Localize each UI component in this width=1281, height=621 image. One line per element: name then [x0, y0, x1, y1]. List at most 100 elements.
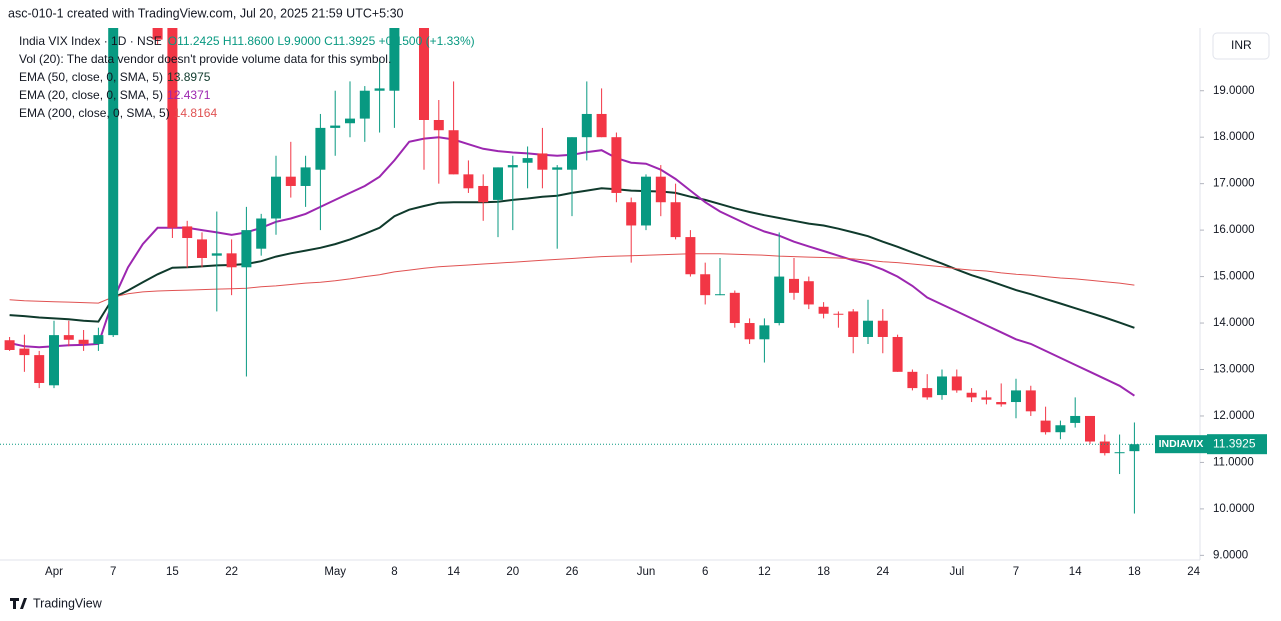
candle-body [522, 158, 533, 163]
x-tick-label: 8 [391, 566, 397, 578]
candle-body [1040, 420, 1051, 433]
candle-body [670, 202, 681, 238]
y-tick-label: 10.0000 [1213, 503, 1255, 515]
candle-body [241, 230, 252, 268]
x-tick-label: May [324, 566, 346, 578]
candle-body [182, 226, 193, 239]
x-tick-label: 7 [110, 566, 116, 578]
candle-body [448, 130, 459, 175]
candle-body [611, 137, 622, 193]
candle-body [715, 294, 725, 296]
candle-body [108, 28, 119, 336]
legend-title: India VIX Index · 1D · NSE [19, 34, 162, 48]
candle-body [1114, 452, 1125, 454]
y-tick-label: 17.0000 [1213, 178, 1255, 190]
symbol-tag-box [1155, 435, 1207, 454]
created-note: asc-010-1 created with TradingView.com, … [8, 6, 404, 20]
x-tick-label: 14 [447, 566, 460, 578]
candle-body [818, 306, 829, 314]
candle-body [419, 28, 429, 120]
candle-body [552, 167, 563, 170]
legend-ohlc: O11.2425 H11.8600 L9.9000 C11.3925 +0.15… [168, 34, 475, 48]
candle-body [211, 253, 222, 256]
x-tick-label: 18 [817, 566, 830, 578]
x-tick-label: Jun [637, 566, 656, 578]
y-tick-label: 19.0000 [1213, 85, 1255, 97]
candle-body [803, 281, 814, 305]
candle-body [167, 28, 178, 228]
legend-name: EMA (50, close, 0, SMA, 5) [19, 70, 163, 84]
candle-body [626, 202, 637, 226]
candle-body [19, 348, 30, 356]
candle-body [330, 125, 341, 128]
candle-body [700, 274, 711, 296]
x-tick-label: Apr [45, 566, 63, 578]
candle-body [1070, 415, 1081, 423]
y-tick-label: 16.0000 [1213, 224, 1255, 236]
candle-body [463, 174, 474, 189]
last-price-box [1207, 434, 1267, 455]
x-tick-label: 26 [566, 566, 579, 578]
candle-body [507, 165, 518, 168]
candle-body [655, 176, 666, 203]
candle-body [226, 253, 237, 268]
y-tick-label: 14.0000 [1213, 317, 1255, 329]
candle-body [4, 340, 15, 350]
currency-box[interactable] [1212, 32, 1270, 60]
candle-body [300, 167, 311, 186]
candle-body [996, 402, 1007, 405]
candle-body [877, 320, 888, 337]
candle-body [285, 176, 296, 186]
candle-body [537, 153, 548, 170]
ema-line [9, 253, 1135, 304]
x-tick-label: 18 [1128, 566, 1141, 578]
legend-name: EMA (200, close, 0, SMA, 5) [19, 106, 170, 120]
candle-body [359, 90, 370, 119]
candle-body [567, 137, 577, 170]
volume-note: Vol (20): The data vendor doesn't provid… [19, 52, 391, 66]
candle-body [315, 127, 326, 170]
candle-body [1025, 390, 1036, 412]
x-tick-label: 20 [506, 566, 519, 578]
candle-body [744, 323, 755, 340]
candle-body [63, 335, 74, 340]
candle-body [49, 335, 59, 386]
y-tick-label: 13.0000 [1213, 364, 1255, 376]
candle-body [922, 388, 933, 398]
y-tick-label: 15.0000 [1213, 271, 1255, 283]
currency[interactable]: INR [1231, 38, 1252, 52]
candle-body [641, 176, 651, 226]
x-tick-label: 24 [876, 566, 889, 578]
x-tick-label: 6 [702, 566, 708, 578]
candle-body [34, 355, 45, 383]
candle-body [1011, 390, 1021, 403]
x-tick-label: 15 [166, 566, 179, 578]
last-price-label: 11.3925 [1213, 436, 1256, 450]
candle-body [951, 376, 962, 391]
symbol-tag: INDIAVIX [1159, 438, 1204, 450]
candle-body [596, 113, 607, 138]
candle-body [78, 339, 89, 344]
candle-body [345, 118, 355, 124]
candle-body [892, 336, 903, 372]
y-tick-label: 9.0000 [1213, 549, 1248, 561]
candle-body [685, 237, 696, 275]
candle-body [374, 88, 385, 91]
candle-body [966, 392, 977, 398]
candle-body [1099, 441, 1110, 454]
candle-body [907, 371, 918, 389]
candle-body [152, 28, 163, 40]
x-tick-label: Jul [949, 566, 964, 578]
candle-body [729, 292, 740, 324]
x-tick-label: 12 [758, 566, 771, 578]
candle-body [197, 239, 207, 258]
y-tick-label: 18.0000 [1213, 131, 1255, 143]
x-tick-label: 24 [1187, 566, 1200, 578]
plot-area [0, 28, 1200, 514]
y-tick-label: 12.0000 [1213, 410, 1255, 422]
x-tick-label: 7 [1013, 566, 1019, 578]
candle-body [1085, 415, 1095, 442]
candle-body [433, 119, 444, 131]
